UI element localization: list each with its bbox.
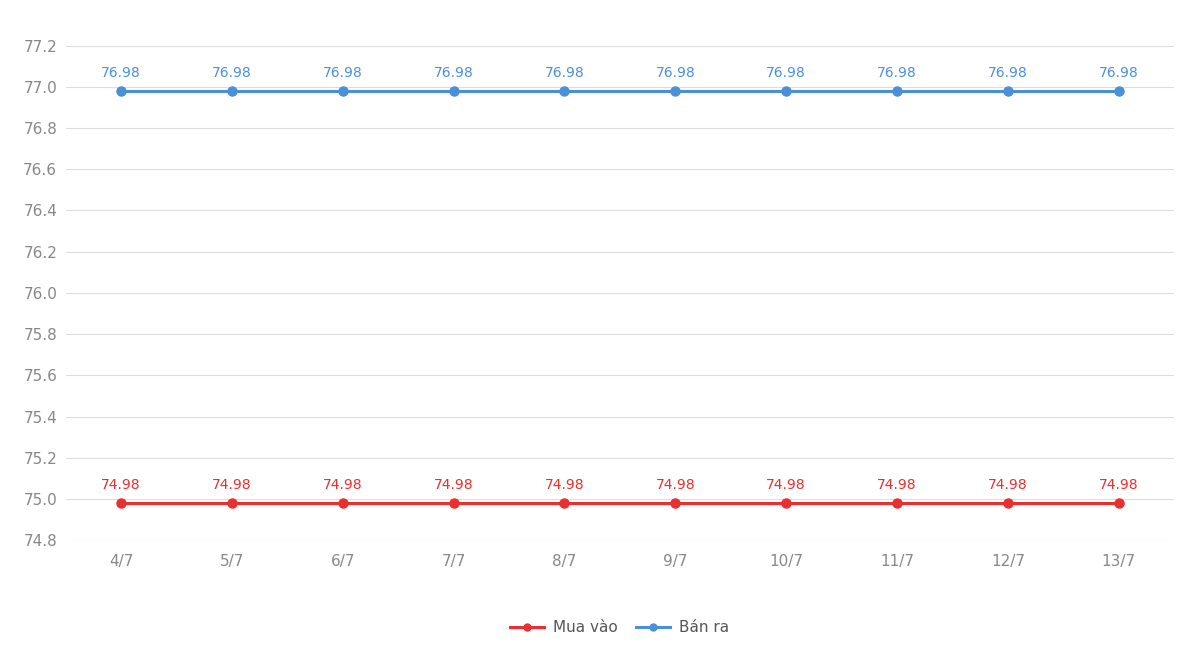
Text: 76.98: 76.98 [1099,66,1138,80]
Text: 76.98: 76.98 [766,66,806,80]
Text: 74.98: 74.98 [212,478,252,492]
Text: 74.98: 74.98 [656,478,695,492]
Text: 76.98: 76.98 [877,66,917,80]
Text: 76.98: 76.98 [988,66,1028,80]
Text: 76.98: 76.98 [656,66,695,80]
Text: 74.98: 74.98 [434,478,473,492]
Text: 74.98: 74.98 [545,478,584,492]
Text: 74.98: 74.98 [988,478,1028,492]
Text: 74.98: 74.98 [766,478,806,492]
Text: 76.98: 76.98 [323,66,362,80]
Text: 76.98: 76.98 [101,66,141,80]
Text: 74.98: 74.98 [101,478,141,492]
Text: 76.98: 76.98 [434,66,473,80]
Legend: Mua vào, Bán ra: Mua vào, Bán ra [504,615,735,641]
Text: 76.98: 76.98 [212,66,252,80]
Text: 74.98: 74.98 [323,478,362,492]
Text: 76.98: 76.98 [545,66,584,80]
Text: 74.98: 74.98 [877,478,917,492]
Text: 74.98: 74.98 [1099,478,1138,492]
